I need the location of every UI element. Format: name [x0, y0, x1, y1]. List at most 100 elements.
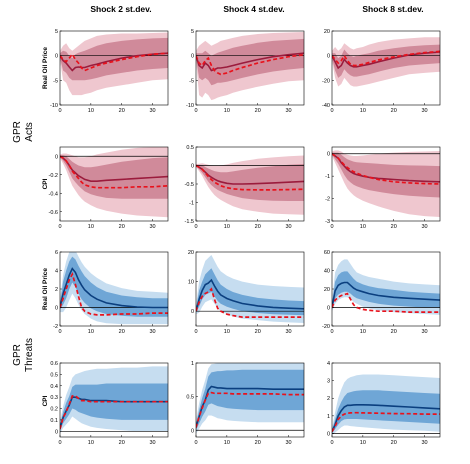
- y-tick-label: 2: [55, 287, 58, 293]
- y-tick-label: -1: [325, 174, 330, 180]
- x-tick-label: 20: [255, 224, 261, 230]
- panel-acts-cpi-8: 0 10 20 30 -3 -2 -1 0: [325, 146, 441, 230]
- x-tick-label: 10: [224, 108, 230, 114]
- alternative-response-line: [196, 287, 304, 318]
- row-ylabel-acts-cpi: CPI: [42, 178, 49, 189]
- x-tick-label: 20: [119, 224, 125, 230]
- alternative-response-line: [196, 53, 304, 76]
- axes-frame: [195, 362, 305, 438]
- y-tick-label: 0: [327, 306, 330, 312]
- group-label-threats-line-2: Threats: [24, 338, 35, 372]
- group-label-acts-line-2: Acts: [24, 122, 35, 141]
- x-tick-label: 20: [391, 224, 397, 230]
- panel-threats-cpi-2: 0 10 20 30 0 0.1 0.2 0.3 0.4 0.5 0.6: [50, 361, 169, 446]
- y-tick-label: 0: [55, 54, 58, 60]
- plot-area: [332, 150, 440, 217]
- alternative-response-line: [332, 292, 440, 313]
- inner-confidence-band: [332, 271, 440, 310]
- plot-area: [196, 255, 304, 323]
- x-tick-label: 0: [194, 440, 197, 446]
- y-tick-label: 0.6: [50, 361, 58, 367]
- x-tick-label: 0: [330, 440, 333, 446]
- y-tick-label: -2: [53, 324, 58, 330]
- median-response-line: [196, 385, 304, 428]
- y-tick-label: -0.2: [49, 173, 58, 179]
- y-tick-label: 20: [324, 29, 330, 35]
- x-tick-label: 30: [150, 440, 156, 446]
- group-label-threats-line-1: GPR: [12, 344, 23, 366]
- plot-area: [60, 252, 168, 325]
- group-label-acts-line-1: GPR: [12, 121, 23, 143]
- axes-frame: [331, 362, 441, 438]
- x-tick-label: 30: [422, 108, 428, 114]
- y-tick-label: -1: [189, 201, 194, 207]
- x-tick-label: 30: [150, 224, 156, 230]
- x-tick-label: 10: [88, 224, 94, 230]
- alternative-response-line: [60, 395, 168, 430]
- y-tick-label: 4: [327, 361, 330, 367]
- y-tick-label: 0.5: [186, 395, 194, 401]
- x-tick-label: 10: [224, 329, 230, 335]
- y-tick-label: -2: [325, 197, 330, 203]
- x-tick-label: 20: [391, 440, 397, 446]
- y-tick-label: 0.2: [50, 407, 58, 413]
- plot-area: [60, 32, 168, 96]
- x-tick-label: 30: [422, 440, 428, 446]
- y-tick-label: 1: [327, 414, 330, 420]
- median-response-line: [196, 278, 304, 312]
- column-title-3: Shock 8 st.dev.: [362, 4, 423, 14]
- y-tick-label: -40: [322, 103, 330, 109]
- y-tick-label: -20: [322, 78, 330, 84]
- median-response-line: [332, 281, 440, 308]
- inner-confidence-band: [196, 268, 304, 316]
- y-tick-label: -10: [50, 103, 58, 109]
- x-tick-label: 20: [255, 440, 261, 446]
- x-tick-label: 0: [194, 108, 197, 114]
- plot-area: [332, 37, 440, 87]
- inner-confidence-band: [60, 155, 168, 199]
- y-tick-label: 6: [55, 250, 58, 256]
- x-tick-label: 0: [330, 329, 333, 335]
- row-ylabel-acts-oil: Real Oil Price: [42, 47, 49, 89]
- plot-area: [332, 259, 440, 315]
- y-tick-label: -0.4: [49, 191, 58, 197]
- y-tick-label: 1: [191, 361, 194, 367]
- plot-area: [60, 366, 168, 434]
- alternative-response-line: [196, 164, 304, 191]
- panel-acts-oil-4: 0 10 20 30 -10 -5 0 5: [186, 29, 305, 114]
- inner-confidence-band: [196, 369, 304, 431]
- x-tick-label: 20: [119, 108, 125, 114]
- x-tick-label: 20: [119, 440, 125, 446]
- column-title-1: Shock 2 st.dev.: [90, 4, 151, 14]
- median-response-line: [60, 52, 168, 72]
- y-tick-label: 20: [324, 287, 330, 293]
- y-tick-label: 0.1: [50, 418, 58, 424]
- x-tick-label: 30: [422, 224, 428, 230]
- y-tick-label: -1.5: [185, 219, 194, 225]
- y-tick-label: 60: [324, 250, 330, 256]
- inner-confidence-band: [60, 383, 168, 432]
- x-tick-label: 10: [88, 108, 94, 114]
- y-tick-label: -0.6: [49, 210, 58, 216]
- axes-frame: [331, 30, 441, 106]
- y-tick-label: 0: [191, 54, 194, 60]
- y-tick-label: 0.4: [50, 384, 58, 390]
- x-tick-label: 20: [391, 108, 397, 114]
- panel-acts-cpi-2: 0 10 20 30 -0.6 -0.4 -0.2 0: [49, 146, 169, 230]
- x-tick-label: 30: [422, 329, 428, 335]
- axes-frame: [195, 30, 305, 106]
- y-tick-label: 0: [327, 431, 330, 437]
- plot-area: [332, 374, 440, 436]
- alternative-response-line: [196, 391, 304, 428]
- panel-threats-cpi-8: 0 10 20 30 0 1 2 3 4: [327, 361, 441, 446]
- x-tick-label: 10: [224, 224, 230, 230]
- x-tick-label: 30: [150, 108, 156, 114]
- y-tick-label: 0.5: [186, 145, 194, 151]
- row-ylabel-threats-cpi: CPI: [42, 395, 49, 406]
- x-tick-label: 0: [330, 108, 333, 114]
- y-tick-label: 5: [191, 29, 194, 35]
- x-tick-label: 0: [58, 224, 61, 230]
- inner-confidence-band: [332, 390, 440, 434]
